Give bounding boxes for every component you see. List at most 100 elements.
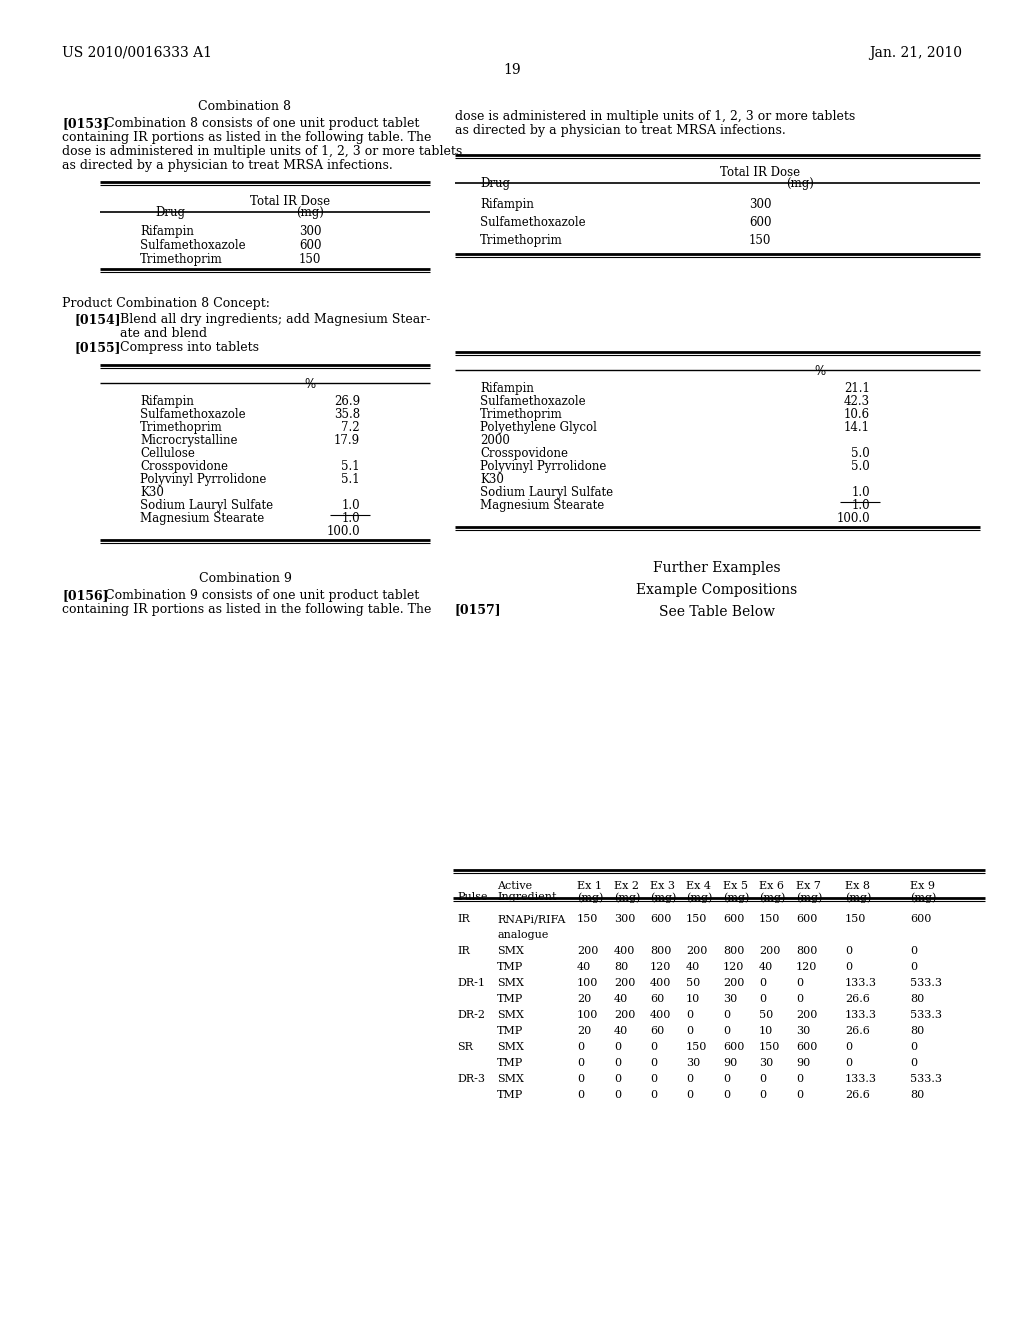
- Text: 150: 150: [759, 1041, 780, 1052]
- Text: 80: 80: [614, 962, 629, 972]
- Text: 800: 800: [796, 946, 817, 956]
- Text: [0154]: [0154]: [75, 313, 122, 326]
- Text: Crosspovidone: Crosspovidone: [140, 459, 228, 473]
- Text: Polyethylene Glycol: Polyethylene Glycol: [480, 421, 597, 434]
- Text: 600: 600: [723, 913, 744, 924]
- Text: Rifampin: Rifampin: [480, 381, 534, 395]
- Text: 50: 50: [686, 978, 700, 987]
- Text: 2000: 2000: [480, 434, 510, 447]
- Text: 0: 0: [723, 1090, 730, 1100]
- Text: Further Examples: Further Examples: [653, 561, 781, 576]
- Text: 19: 19: [503, 63, 521, 77]
- Text: 400: 400: [614, 946, 635, 956]
- Text: 26.6: 26.6: [845, 994, 869, 1005]
- Text: SMX: SMX: [497, 978, 524, 987]
- Text: (mg): (mg): [614, 892, 640, 903]
- Text: 0: 0: [723, 1010, 730, 1020]
- Text: 300: 300: [749, 198, 771, 211]
- Text: 0: 0: [723, 1074, 730, 1084]
- Text: 80: 80: [910, 1090, 925, 1100]
- Text: 0: 0: [759, 1074, 766, 1084]
- Text: Rifampin: Rifampin: [480, 198, 534, 211]
- Text: See Table Below: See Table Below: [659, 605, 775, 619]
- Text: Sulfamethoxazole: Sulfamethoxazole: [480, 216, 586, 228]
- Text: 400: 400: [650, 1010, 672, 1020]
- Text: Ex 5: Ex 5: [723, 880, 748, 891]
- Text: 200: 200: [723, 978, 744, 987]
- Text: 600: 600: [650, 913, 672, 924]
- Text: 0: 0: [796, 1074, 803, 1084]
- Text: TMP: TMP: [497, 994, 523, 1005]
- Text: 120: 120: [796, 962, 817, 972]
- Text: DR-1: DR-1: [457, 978, 485, 987]
- Text: 30: 30: [723, 994, 737, 1005]
- Text: Ex 6: Ex 6: [759, 880, 784, 891]
- Text: Ex 8: Ex 8: [845, 880, 870, 891]
- Text: Total IR Dose: Total IR Dose: [720, 166, 800, 180]
- Text: Ex 2: Ex 2: [614, 880, 639, 891]
- Text: 150: 150: [759, 913, 780, 924]
- Text: 26.9: 26.9: [334, 395, 360, 408]
- Text: 0: 0: [577, 1090, 584, 1100]
- Text: 0: 0: [686, 1074, 693, 1084]
- Text: TMP: TMP: [497, 1026, 523, 1036]
- Text: TMP: TMP: [497, 1059, 523, 1068]
- Text: [0155]: [0155]: [75, 341, 122, 354]
- Text: DR-3: DR-3: [457, 1074, 485, 1084]
- Text: SMX: SMX: [497, 1074, 524, 1084]
- Text: 35.8: 35.8: [334, 408, 360, 421]
- Text: (mg): (mg): [296, 206, 324, 219]
- Text: RNAPi/RIFA: RNAPi/RIFA: [497, 913, 565, 924]
- Text: 0: 0: [650, 1041, 657, 1052]
- Text: analogue: analogue: [497, 931, 549, 940]
- Text: 200: 200: [577, 946, 598, 956]
- Text: Crosspovidone: Crosspovidone: [480, 447, 568, 459]
- Text: 90: 90: [723, 1059, 737, 1068]
- Text: 0: 0: [845, 1059, 852, 1068]
- Text: Combination 8 consists of one unit product tablet: Combination 8 consists of one unit produ…: [105, 117, 420, 129]
- Text: 40: 40: [686, 962, 700, 972]
- Text: (mg): (mg): [910, 892, 936, 903]
- Text: 200: 200: [614, 978, 635, 987]
- Text: Ex 3: Ex 3: [650, 880, 675, 891]
- Text: Active: Active: [497, 880, 532, 891]
- Text: 600: 600: [910, 913, 932, 924]
- Text: 120: 120: [650, 962, 672, 972]
- Text: 533.3: 533.3: [910, 1074, 942, 1084]
- Text: Sodium Lauryl Sulfate: Sodium Lauryl Sulfate: [140, 499, 273, 512]
- Text: 1.0: 1.0: [851, 499, 870, 512]
- Text: 100.0: 100.0: [837, 512, 870, 525]
- Text: Ex 1: Ex 1: [577, 880, 602, 891]
- Text: 0: 0: [796, 1090, 803, 1100]
- Text: 600: 600: [299, 239, 322, 252]
- Text: (mg): (mg): [723, 892, 750, 903]
- Text: 150: 150: [749, 234, 771, 247]
- Text: 0: 0: [845, 946, 852, 956]
- Text: (mg): (mg): [759, 892, 785, 903]
- Text: Microcrystalline: Microcrystalline: [140, 434, 238, 447]
- Text: 0: 0: [650, 1074, 657, 1084]
- Text: 0: 0: [723, 1026, 730, 1036]
- Text: 0: 0: [759, 1090, 766, 1100]
- Text: 50: 50: [759, 1010, 773, 1020]
- Text: 300: 300: [614, 913, 635, 924]
- Text: Example Compositions: Example Compositions: [636, 583, 798, 597]
- Text: TMP: TMP: [497, 1090, 523, 1100]
- Text: 133.3: 133.3: [845, 978, 877, 987]
- Text: 0: 0: [796, 978, 803, 987]
- Text: 300: 300: [299, 224, 322, 238]
- Text: 0: 0: [686, 1026, 693, 1036]
- Text: Drug: Drug: [155, 206, 185, 219]
- Text: 0: 0: [759, 978, 766, 987]
- Text: 0: 0: [845, 962, 852, 972]
- Text: SMX: SMX: [497, 1041, 524, 1052]
- Text: %: %: [304, 378, 315, 391]
- Text: 90: 90: [796, 1059, 810, 1068]
- Text: 600: 600: [796, 1041, 817, 1052]
- Text: 100.0: 100.0: [327, 525, 360, 539]
- Text: Trimethoprim: Trimethoprim: [480, 408, 563, 421]
- Text: Ingredient: Ingredient: [497, 892, 556, 902]
- Text: 0: 0: [845, 1041, 852, 1052]
- Text: K30: K30: [140, 486, 164, 499]
- Text: 5.0: 5.0: [851, 447, 870, 459]
